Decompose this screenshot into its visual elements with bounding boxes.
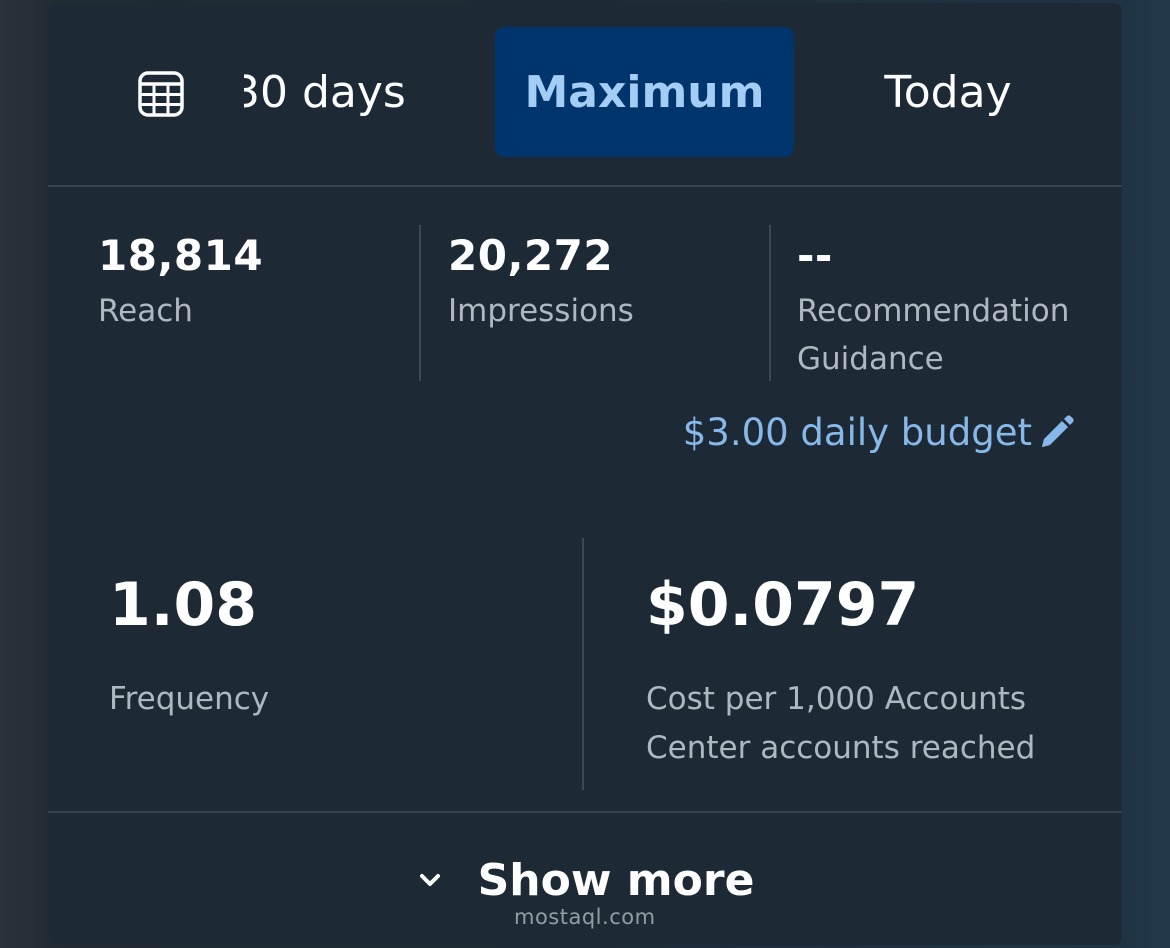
recommendation-label-line1: Recommendation <box>797 293 1070 329</box>
tab-30-days-label: 30 days <box>244 66 406 118</box>
recommendation-value: -- <box>797 231 833 280</box>
impressions-value: 20,272 <box>448 231 614 280</box>
show-more-label: Show more <box>477 854 755 906</box>
watermark: mostaql.com <box>514 905 656 929</box>
divider <box>582 538 584 790</box>
tab-today-label: Today <box>884 66 1012 118</box>
reach-metric: 18,814 Reach <box>98 235 263 335</box>
frequency-value: 1.08 <box>109 570 258 640</box>
calendar-grid-icon[interactable] <box>138 71 184 117</box>
insights-card: 30 days Maximum Today 18,814 Reach 20,27… <box>48 3 1122 945</box>
pencil-icon <box>1042 414 1074 447</box>
reach-value: 18,814 <box>98 231 264 280</box>
tab-today[interactable]: Today <box>838 27 1058 157</box>
recommendation-metric: -- Recommendation Guidance <box>797 235 1069 383</box>
reach-label: Reach <box>98 293 193 329</box>
tab-maximum-label: Maximum <box>524 66 765 118</box>
date-range-tabs: 30 days Maximum Today <box>48 3 1122 187</box>
impressions-label: Impressions <box>448 293 634 329</box>
recommendation-label: Recommendation Guidance <box>797 287 1069 383</box>
recommendation-label-line2: Guidance <box>797 341 944 377</box>
daily-budget-link[interactable]: $3.00 daily budget <box>683 411 1076 454</box>
frequency-label: Frequency <box>109 681 270 717</box>
cost-per-1000-label-line1: Cost per 1,000 Accounts <box>646 681 1027 717</box>
tab-maximum[interactable]: Maximum <box>495 27 794 157</box>
chevron-down-icon <box>419 874 440 886</box>
divider <box>769 225 771 381</box>
divider <box>419 225 421 381</box>
daily-budget-text: $3.00 daily budget <box>682 411 1032 454</box>
show-more-button[interactable]: Show more <box>48 815 1122 945</box>
cost-per-1000-metric: $0.0797 Cost per 1,000 Accounts Center a… <box>646 575 1035 773</box>
tab-30-days[interactable]: 30 days <box>244 27 424 157</box>
cost-per-1000-value: $0.0797 <box>646 570 920 640</box>
impressions-metric: 20,272 Impressions <box>448 235 634 335</box>
divider <box>48 811 1122 813</box>
cost-per-1000-label-line2: Center accounts reached <box>646 730 1036 766</box>
frequency-metric: 1.08 Frequency <box>109 575 269 724</box>
cost-per-1000-label: Cost per 1,000 Accounts Center accounts … <box>646 675 1035 773</box>
